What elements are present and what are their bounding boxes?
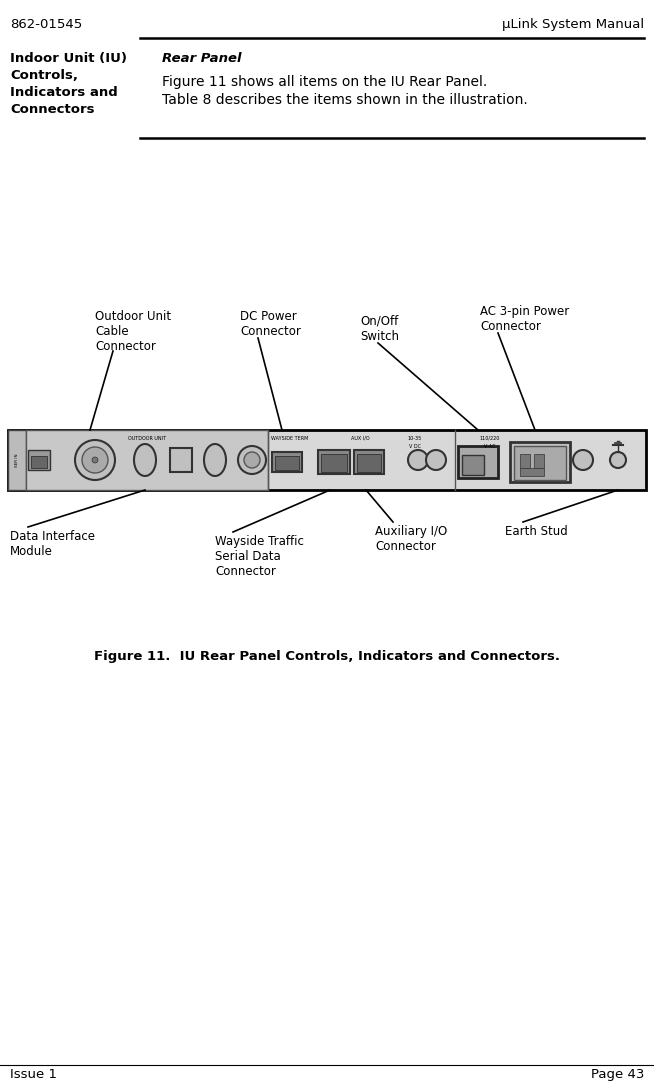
Circle shape [426, 450, 446, 470]
Text: Table 8 describes the items shown in the illustration.: Table 8 describes the items shown in the… [162, 93, 528, 108]
Bar [275, 456, 299, 470]
Text: 862-01545: 862-01545 [10, 18, 82, 31]
Bar [8, 430, 26, 490]
Bar [26, 430, 268, 490]
Text: Rear Panel: Rear Panel [162, 52, 241, 65]
Circle shape [408, 450, 428, 470]
Bar [510, 442, 570, 482]
Text: Figure 11.  IU Rear Panel Controls, Indicators and Connectors.: Figure 11. IU Rear Panel Controls, Indic… [94, 651, 560, 662]
Text: Figure 11 shows all items on the IU Rear Panel.: Figure 11 shows all items on the IU Rear… [162, 75, 487, 89]
Text: V DC: V DC [409, 444, 421, 449]
Ellipse shape [204, 444, 226, 476]
Bar [31, 456, 47, 468]
Text: Auxiliary I/O
Connector: Auxiliary I/O Connector [375, 525, 447, 553]
Text: DC Power
Connector: DC Power Connector [240, 310, 301, 338]
Circle shape [610, 452, 626, 468]
Bar [534, 454, 544, 468]
Bar [520, 454, 530, 468]
Text: Data Interface
Module: Data Interface Module [10, 530, 95, 558]
Text: Earth Stud: Earth Stud [505, 525, 568, 538]
Text: μLink System Manual: μLink System Manual [502, 18, 644, 31]
Text: Indoor Unit (IU)
Controls,
Indicators and
Connectors: Indoor Unit (IU) Controls, Indicators an… [10, 52, 127, 116]
Bar [462, 455, 484, 475]
Circle shape [244, 452, 260, 468]
Circle shape [75, 440, 115, 480]
Bar [321, 454, 347, 472]
Circle shape [92, 457, 98, 463]
Text: Outdoor Unit
Cable
Connector: Outdoor Unit Cable Connector [95, 310, 171, 353]
Text: Wayside Traffic
Serial Data
Connector: Wayside Traffic Serial Data Connector [215, 535, 304, 578]
Bar [520, 468, 544, 476]
Text: 110/220: 110/220 [480, 435, 500, 441]
Bar [272, 452, 302, 472]
Bar [170, 449, 192, 472]
Bar [8, 430, 646, 490]
Text: Page 43: Page 43 [591, 1068, 644, 1081]
Text: V AC: V AC [484, 444, 496, 449]
Text: 10-35: 10-35 [408, 435, 422, 441]
Text: AUX I/O: AUX I/O [351, 435, 370, 441]
Ellipse shape [134, 444, 156, 476]
Bar [354, 450, 384, 473]
Text: AC 3-pin Power
Connector: AC 3-pin Power Connector [480, 305, 569, 333]
Text: SER IN: SER IN [15, 453, 19, 467]
Circle shape [82, 447, 108, 473]
Text: OUTDOOR UNIT: OUTDOOR UNIT [128, 435, 166, 441]
Bar [514, 446, 566, 480]
Bar [458, 446, 498, 478]
Circle shape [573, 450, 593, 470]
Text: On/Off
Switch: On/Off Switch [360, 315, 399, 343]
Text: WAYSIDE TERM: WAYSIDE TERM [271, 435, 309, 441]
Text: Issue 1: Issue 1 [10, 1068, 57, 1081]
Bar [318, 450, 350, 473]
Bar [357, 454, 381, 472]
Bar [28, 450, 50, 470]
Circle shape [238, 446, 266, 473]
